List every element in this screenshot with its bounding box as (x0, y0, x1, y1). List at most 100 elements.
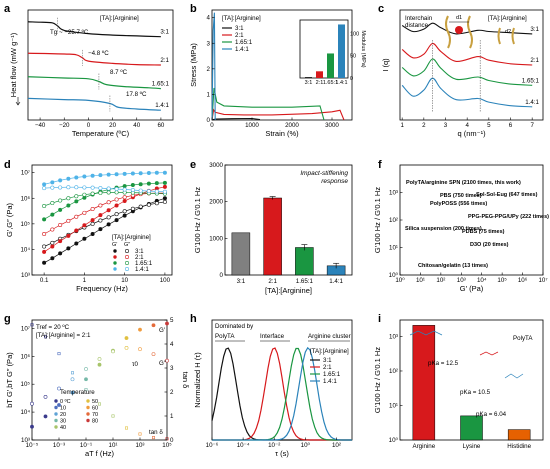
y2-tick-label: 1 (170, 413, 174, 420)
x-tick-label: 2 (422, 122, 426, 129)
data-point (58, 251, 63, 256)
y-tick-label: 10⁵ (21, 381, 31, 388)
header-label: [TA]:[Arginine] (310, 348, 349, 355)
y-tick-label: 0 (207, 117, 211, 124)
inset-x-tick: 1.4:1 (335, 80, 347, 86)
data-point (138, 204, 143, 209)
data-point (165, 358, 169, 363)
data-point (43, 414, 48, 419)
data-point (130, 206, 135, 211)
x-axis-label: G′ (Pa) (460, 284, 484, 293)
x-tick-label: 0 (87, 122, 91, 129)
x-tick-label: 10² (332, 442, 341, 449)
legend-entry: 1.65:1 (135, 260, 153, 267)
series-3:1 (27, 21, 161, 38)
data-point (154, 189, 159, 194)
data-point (82, 223, 87, 228)
data-point (114, 218, 119, 223)
plot-frame (31, 164, 173, 276)
legend-entry: 30 (60, 419, 66, 425)
tan-point (71, 371, 75, 375)
data-point (106, 190, 111, 195)
data-point (106, 172, 111, 177)
legend-entry: 3:1 (235, 25, 244, 32)
data-point (58, 239, 63, 244)
data-point (57, 403, 61, 407)
x-tick-label: 10⁰ (395, 277, 405, 284)
tg-label: 8.7 ºC (110, 69, 128, 76)
series-1.65:1 (27, 76, 161, 90)
legend-entry: 1.4:1 (135, 266, 149, 273)
series-line (43, 186, 165, 253)
legend-title: Temperature (60, 389, 95, 396)
panel-letter: g (4, 313, 11, 325)
y2-tick-label: 4 (170, 341, 174, 348)
legend-marker (54, 399, 58, 403)
data-point (82, 185, 87, 190)
data-point (66, 203, 71, 208)
legend-marker (86, 399, 90, 403)
data-point (122, 195, 127, 200)
d2-label: d2 (505, 29, 511, 35)
chain-illustration (511, 27, 515, 45)
data-point (43, 395, 48, 399)
category-label: 3:1 (237, 278, 246, 285)
inset-x-tick: 1.65:1 (323, 80, 338, 86)
legend-entry: 80 (92, 419, 98, 425)
legend-entry: 10 (60, 406, 66, 412)
inset-frame (299, 19, 349, 79)
data-point (58, 223, 63, 228)
inset-x-tick: 2:1 (316, 80, 324, 86)
data-point (98, 173, 103, 178)
panel-letter: b (190, 3, 197, 15)
data-point (146, 202, 151, 207)
data-point (90, 218, 95, 223)
plot-frame (224, 164, 353, 276)
point-label: D3O (20 times) (470, 242, 509, 248)
data-point (146, 189, 151, 194)
data-point (50, 227, 55, 232)
data-point (42, 203, 47, 208)
legend-entry: 1.65:1 (235, 39, 253, 46)
point-label: Silica suspension (200 times) (405, 226, 482, 232)
tau-label: τ0 (132, 361, 138, 368)
data-point (162, 196, 167, 201)
data-point (98, 186, 103, 191)
data-point (42, 260, 47, 265)
point-label: PPG-PEG-PPG/UPy (222 times) (468, 214, 549, 220)
category-label: Histidine (507, 443, 531, 450)
panel-letter: h (190, 313, 197, 325)
point-label: PolyPOSS (556 times) (430, 201, 487, 207)
data-point (90, 173, 95, 178)
tan-point (43, 335, 47, 339)
series-line (43, 201, 165, 247)
x-tick-label: 10³ (136, 442, 145, 449)
y-tick-label: 10⁴ (20, 409, 30, 416)
legend-entry: 40 (60, 425, 66, 431)
data-point (70, 377, 75, 382)
data-point (138, 327, 142, 332)
x-tick-label: 2000 (285, 122, 299, 129)
data-point (98, 218, 103, 223)
legend-marker-gpp (125, 260, 130, 265)
data-point (162, 199, 167, 204)
data-point (114, 197, 119, 202)
inset-y-tick: 0 (350, 76, 353, 82)
x-tick-label: 0 (210, 122, 214, 129)
y-tick-label: 3 (207, 40, 211, 47)
header-label: [TA]:[Arginine] (112, 234, 151, 241)
chain-illustration (497, 27, 501, 45)
region-label: PolyTA (215, 333, 235, 340)
legend-entry: 2:1 (135, 254, 144, 261)
tg-label: Tg ~ −25.7 ºC (50, 29, 89, 36)
data-point (97, 362, 102, 367)
legend-entry: 1.65:1 (323, 371, 341, 378)
panel-g: g 10⁻⁵ 10⁻³ 10⁻¹ 10¹ 10³ 10⁵ 10³ 10⁴ 10⁵ 10⁶ 10⁷ 0 1 2… (4, 313, 190, 458)
data-point (138, 188, 143, 193)
y-tick-label: 10⁰ (389, 272, 399, 279)
data-point (82, 192, 87, 197)
y-axis-label: Heat flow (mW g⁻¹) (9, 32, 18, 97)
data-point (138, 347, 142, 352)
x-tick-label: 10 (121, 277, 128, 284)
